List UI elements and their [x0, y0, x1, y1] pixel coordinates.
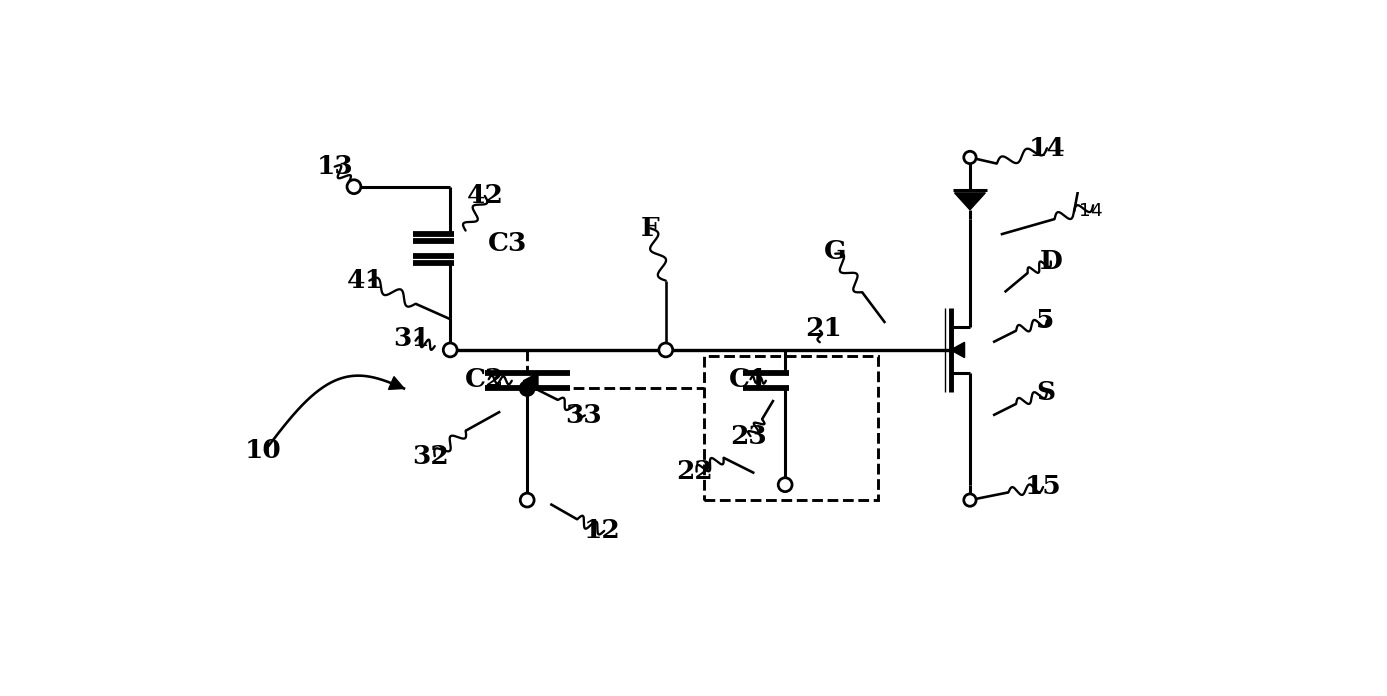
Text: 13: 13: [316, 155, 354, 179]
Polygon shape: [388, 377, 404, 389]
Bar: [705, 356, 878, 500]
Text: C1: C1: [728, 367, 768, 392]
Circle shape: [778, 477, 792, 491]
Text: 22: 22: [675, 459, 713, 484]
Text: G: G: [824, 239, 846, 264]
Polygon shape: [950, 342, 964, 358]
Polygon shape: [523, 373, 538, 388]
Text: 42: 42: [466, 184, 503, 208]
Text: 32: 32: [412, 444, 449, 468]
Polygon shape: [954, 193, 985, 209]
Circle shape: [964, 494, 976, 506]
Circle shape: [520, 493, 534, 507]
Text: 33: 33: [565, 403, 602, 428]
Text: 5: 5: [1036, 308, 1054, 333]
Text: C2: C2: [465, 367, 505, 392]
Text: 15: 15: [1025, 475, 1061, 500]
Circle shape: [659, 343, 673, 357]
Text: $I_{14}$: $I_{14}$: [1071, 191, 1103, 219]
Circle shape: [520, 381, 535, 396]
Text: 14: 14: [1029, 136, 1065, 161]
Circle shape: [964, 151, 976, 164]
Text: S: S: [1036, 380, 1056, 405]
Text: C3: C3: [488, 231, 527, 256]
Text: 12: 12: [584, 519, 620, 544]
Circle shape: [444, 343, 458, 357]
Text: D: D: [1039, 249, 1062, 274]
Text: 31: 31: [394, 326, 430, 351]
Text: 23: 23: [730, 424, 767, 449]
Text: 21: 21: [806, 316, 842, 341]
Text: 10: 10: [244, 438, 282, 463]
Text: F: F: [641, 216, 660, 241]
Text: 41: 41: [347, 268, 384, 293]
Circle shape: [347, 180, 361, 193]
